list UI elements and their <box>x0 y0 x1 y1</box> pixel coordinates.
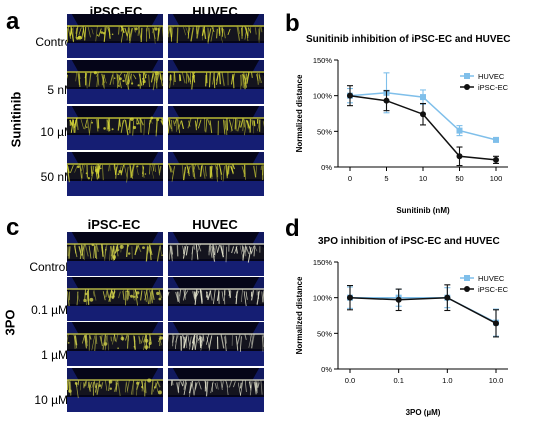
panel-a-row-label: 5 nM <box>47 83 74 97</box>
chart-b-legend-item: iPSC-EC <box>460 83 509 92</box>
panel-c-row-label: 0.1 µM <box>31 303 68 317</box>
chart-b: 0% 50% 100% 150% 0 5 10 50 100 Normalized distanc… <box>295 56 509 215</box>
chart-b-y-tick-label: 150% <box>313 56 333 65</box>
chart-b-y-tick-label: 50% <box>317 127 332 136</box>
chart-b-y-tick-label: 100% <box>313 92 333 101</box>
micrograph-tile <box>168 322 264 366</box>
micrograph-tile <box>67 106 163 150</box>
panel-a-row-label: 50 nM <box>40 170 74 184</box>
micrograph-tile <box>168 60 264 104</box>
chart-b-data-point <box>420 111 426 118</box>
chart-d-y-tick-label: 150% <box>313 258 333 267</box>
panel-c-row-label: 10 µM <box>34 393 68 407</box>
micrograph-tile <box>67 14 163 58</box>
chart-b-x-tick-label: 100 <box>490 174 503 183</box>
chart-b-title: Sunitinib inhibition of iPSC-EC and HUVE… <box>306 34 511 45</box>
chart-d-data-point <box>493 320 499 327</box>
chart-d-x-axis-label: 3PO (µM) <box>406 408 441 417</box>
chart-d-y-axis-label: Normalized distance <box>295 276 304 354</box>
chart-d-legend-label: HUVEC <box>478 274 505 283</box>
micrograph-tile <box>67 232 163 276</box>
panel-a-row-label: Control <box>35 35 74 49</box>
chart-b-data-point <box>456 127 463 134</box>
chart-b-data-point <box>420 94 426 101</box>
chart-d-data-point <box>395 296 402 303</box>
chart-b-x-tick-label: 10 <box>419 174 427 183</box>
micrograph-tile <box>168 277 264 321</box>
chart-d-legend-item: HUVEC <box>460 274 505 283</box>
chart-d-x-tick-label: 1.0 <box>442 376 452 385</box>
micrograph-tile <box>67 277 163 321</box>
chart-d-data-point <box>444 294 451 301</box>
chart-d-series-ipsc-ec <box>347 284 499 338</box>
micrograph-tile <box>168 14 264 58</box>
micrograph-tile <box>67 368 163 412</box>
chart-d-series-line <box>349 296 497 324</box>
chart-d-y-tick-label: 100% <box>313 294 333 303</box>
chart-b-legend-item: HUVEC <box>460 72 505 81</box>
micrograph-tile <box>168 152 264 196</box>
panel-c-col-ipsc: iPSC-EC <box>87 217 141 232</box>
chart-b-legend-label: iPSC-EC <box>478 83 509 92</box>
micrograph-tile <box>67 60 163 104</box>
panel-a-letter: a <box>6 8 20 35</box>
chart-d-legend-label: iPSC-EC <box>478 285 509 294</box>
chart-d-y-tick-label: 50% <box>317 329 332 338</box>
panel-c-letter: c <box>6 214 20 241</box>
panel-c-col-huvec: HUVEC <box>192 217 238 232</box>
chart-b-x-axis-label: Sunitinib (nM) <box>396 206 450 215</box>
panel-c-row-label: Control <box>29 260 68 274</box>
chart-d: 0% 50% 100% 150% 0.0 0.1 1.0 10.0 Normalized dis… <box>295 258 509 417</box>
panel-c-row-label: 1 µM <box>41 348 68 362</box>
chart-b-series-huvec <box>347 72 499 143</box>
chart-b-data-point <box>493 136 499 143</box>
chart-d-x-tick-label: 10.0 <box>489 376 504 385</box>
panel-d-letter: d <box>285 215 300 242</box>
micrograph-tile <box>168 106 264 150</box>
chart-d-x-tick-label: 0.0 <box>345 376 355 385</box>
chart-b-data-point <box>456 153 463 160</box>
chart-b-series-ipsc-ec <box>347 85 499 167</box>
chart-d-y-tick-label: 0% <box>321 365 332 374</box>
micrograph-tile <box>67 152 163 196</box>
chart-d-title: 3PO inhibition of iPSC-EC and HUVEC <box>318 236 500 247</box>
micrograph-tile <box>168 232 264 276</box>
chart-d-series-line <box>350 296 497 324</box>
chart-b-x-tick-label: 5 <box>384 174 388 183</box>
micrograph-tile <box>67 322 163 366</box>
chart-d-x-tick-label: 0.1 <box>393 376 403 385</box>
chart-b-data-point <box>493 156 499 163</box>
chart-b-data-point <box>383 97 390 104</box>
chart-b-legend-label: HUVEC <box>478 72 505 81</box>
panel-b-letter: b <box>285 10 300 37</box>
chart-d-data-point <box>347 294 353 301</box>
micrograph-tile <box>168 368 264 412</box>
panel-a-row-label: 10 µM <box>40 125 74 139</box>
chart-b-y-axis-label: Normalized distance <box>295 74 304 152</box>
chart-d-series-huvec <box>347 286 499 337</box>
chart-d-legend-item: iPSC-EC <box>460 285 509 294</box>
chart-b-data-point <box>347 92 353 99</box>
chart-b-x-tick-label: 0 <box>348 174 352 183</box>
chart-b-x-tick-label: 50 <box>455 174 463 183</box>
chart-b-y-tick-label: 0% <box>321 163 332 172</box>
